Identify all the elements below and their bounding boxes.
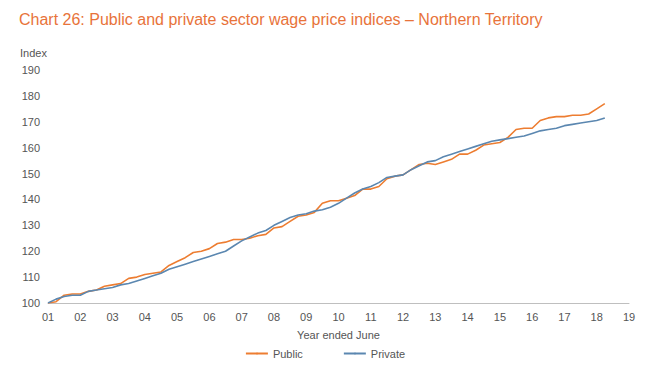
svg-text:17: 17 [558, 311, 570, 323]
svg-text:19: 19 [623, 311, 635, 323]
svg-text:01: 01 [42, 311, 54, 323]
svg-text:Chart 26: Public and private s: Chart 26: Public and private sector wage… [19, 11, 543, 28]
svg-text:16: 16 [526, 311, 538, 323]
svg-text:05: 05 [171, 311, 183, 323]
svg-text:140: 140 [22, 193, 40, 205]
svg-text:11: 11 [365, 311, 376, 323]
svg-text:Private: Private [371, 348, 405, 360]
svg-text:180: 180 [22, 90, 40, 102]
svg-text:06: 06 [203, 311, 215, 323]
svg-text:110: 110 [22, 271, 40, 283]
svg-text:150: 150 [22, 168, 40, 180]
svg-text:10: 10 [332, 311, 344, 323]
svg-text:07: 07 [236, 311, 248, 323]
svg-text:13: 13 [429, 311, 441, 323]
svg-text:14: 14 [461, 311, 473, 323]
svg-text:Year ended June: Year ended June [297, 329, 380, 341]
svg-text:Public: Public [273, 348, 303, 360]
svg-text:12: 12 [397, 311, 409, 323]
svg-text:Index: Index [20, 47, 47, 59]
svg-text:15: 15 [494, 311, 506, 323]
svg-text:160: 160 [22, 142, 40, 154]
svg-text:18: 18 [591, 311, 603, 323]
svg-text:02: 02 [74, 311, 86, 323]
svg-text:04: 04 [139, 311, 151, 323]
svg-text:08: 08 [268, 311, 280, 323]
svg-text:170: 170 [22, 116, 40, 128]
svg-text:130: 130 [22, 219, 40, 231]
svg-text:100: 100 [22, 297, 40, 309]
svg-text:09: 09 [300, 311, 312, 323]
svg-text:120: 120 [22, 245, 40, 257]
svg-text:190: 190 [22, 64, 40, 76]
svg-text:03: 03 [106, 311, 118, 323]
